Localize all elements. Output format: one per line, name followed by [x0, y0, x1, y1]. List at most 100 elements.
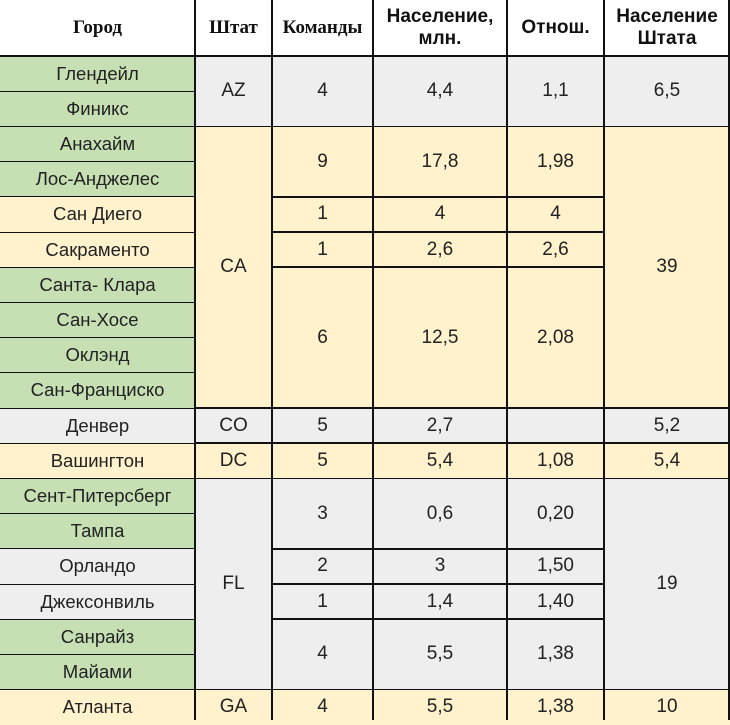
header-teams: Команды [272, 0, 373, 56]
ratio-cell[interactable] [507, 408, 604, 444]
teams-cell[interactable]: 5 [272, 443, 373, 479]
teams-cell[interactable]: 2 [272, 548, 373, 584]
city-cell[interactable]: Джексонвиль [0, 584, 195, 620]
grid-line [603, 0, 605, 720]
population-cell[interactable]: 5,4 [373, 443, 507, 479]
grid-line [194, 0, 196, 720]
population-cell[interactable]: 5,5 [373, 689, 507, 725]
grid-line [272, 407, 604, 409]
state-cell[interactable]: CA [195, 126, 272, 408]
teams-cell[interactable]: 4 [272, 56, 373, 127]
population-cell[interactable]: 5,5 [373, 619, 507, 690]
grid-line [0, 548, 195, 550]
city-cell[interactable]: Орландо [0, 548, 195, 584]
grid-line [272, 618, 604, 620]
population-cell[interactable]: 2,7 [373, 408, 507, 444]
state-cell[interactable]: AZ [195, 56, 272, 127]
city-cell[interactable]: Сан-Хосе [0, 302, 195, 338]
grid-line [272, 688, 604, 691]
teams-cell[interactable]: 1 [272, 584, 373, 620]
ratio-cell[interactable]: 4 [507, 196, 604, 232]
grid-line [0, 653, 195, 655]
grid-line [728, 0, 730, 720]
grid-line [0, 618, 195, 620]
city-cell[interactable]: Санрайз [0, 619, 195, 655]
city-cell[interactable]: Вашингтон [0, 443, 195, 479]
grid-line [0, 196, 195, 198]
population-cell[interactable]: 0,6 [373, 478, 507, 549]
teams-cell[interactable]: 3 [272, 478, 373, 549]
city-cell[interactable]: Сент-Питерсберг [0, 478, 195, 514]
ratio-cell[interactable]: 1,08 [507, 443, 604, 479]
city-cell[interactable]: Атланта [0, 689, 195, 725]
population-cell[interactable]: 12,5 [373, 267, 507, 408]
grid-line [0, 301, 195, 303]
state-population-cell[interactable]: 19 [604, 478, 730, 690]
grid-line [0, 231, 195, 233]
teams-cell[interactable]: 1 [272, 196, 373, 232]
header-state-population: Население Штата [604, 0, 730, 56]
state-cell[interactable]: CO [195, 408, 272, 444]
state-population-cell[interactable]: 5,4 [604, 443, 730, 479]
grid-line [195, 688, 272, 691]
grid-line [0, 407, 195, 409]
state-population-cell[interactable]: 10 [604, 689, 730, 725]
ratio-cell[interactable]: 1,40 [507, 584, 604, 620]
grid-line [604, 407, 730, 409]
grid-line [0, 372, 195, 374]
state-cell[interactable]: DC [195, 443, 272, 479]
state-cell[interactable]: GA [195, 689, 272, 725]
city-cell[interactable]: Оклэнд [0, 337, 195, 373]
grid-line [272, 583, 604, 585]
ratio-cell[interactable]: 2,08 [507, 267, 604, 408]
ratio-cell[interactable]: 0,20 [507, 478, 604, 549]
grid-line [0, 337, 195, 339]
state-population-cell[interactable]: 5,2 [604, 408, 730, 444]
state-population-cell[interactable]: 39 [604, 126, 730, 408]
header-city: Город [0, 0, 195, 56]
grid-line [506, 0, 508, 720]
population-cell[interactable]: 4 [373, 196, 507, 232]
grid-line [0, 513, 195, 515]
city-cell[interactable]: Сан-Франциско [0, 372, 195, 408]
city-cell[interactable]: Глендейл [0, 56, 195, 92]
grid-line [0, 477, 195, 479]
teams-cell[interactable]: 9 [272, 126, 373, 197]
population-cell[interactable]: 2,6 [373, 232, 507, 268]
grid-line [0, 161, 195, 163]
header-ratio: Отнош. [507, 0, 604, 56]
city-cell[interactable]: Денвер [0, 408, 195, 444]
city-cell[interactable]: Финикс [0, 91, 195, 127]
city-cell[interactable]: Санта- Клара [0, 267, 195, 303]
ratio-cell[interactable]: 2,6 [507, 232, 604, 268]
state-cell[interactable]: FL [195, 478, 272, 690]
population-cell[interactable]: 4,4 [373, 56, 507, 127]
teams-cell[interactable]: 4 [272, 619, 373, 690]
population-cell[interactable]: 1,4 [373, 584, 507, 620]
ratio-cell[interactable]: 1,38 [507, 689, 604, 725]
teams-cell[interactable]: 5 [272, 408, 373, 444]
city-cell[interactable]: Сан Диего [0, 196, 195, 232]
grid-line [604, 125, 730, 128]
grid-line [272, 548, 604, 550]
population-cell[interactable]: 17,8 [373, 126, 507, 197]
grid-line [272, 196, 604, 198]
city-cell[interactable]: Майами [0, 654, 195, 690]
city-cell[interactable]: Сакраменто [0, 232, 195, 268]
ratio-cell[interactable]: 1,38 [507, 619, 604, 690]
teams-cell[interactable]: 1 [272, 232, 373, 268]
population-cell[interactable]: 3 [373, 548, 507, 584]
header-state: Штат [195, 0, 272, 56]
city-cell[interactable]: Тампа [0, 513, 195, 549]
teams-cell[interactable]: 6 [272, 267, 373, 408]
grid-line [372, 0, 374, 720]
city-cell[interactable]: Лос-Анджелес [0, 161, 195, 197]
city-cell[interactable]: Анахайм [0, 126, 195, 162]
teams-cell[interactable]: 4 [272, 689, 373, 725]
ratio-cell[interactable]: 1,50 [507, 548, 604, 584]
grid-line [272, 231, 604, 233]
state-population-cell[interactable]: 6,5 [604, 56, 730, 127]
ratio-cell[interactable]: 1,98 [507, 126, 604, 197]
ratio-cell[interactable]: 1,1 [507, 56, 604, 127]
